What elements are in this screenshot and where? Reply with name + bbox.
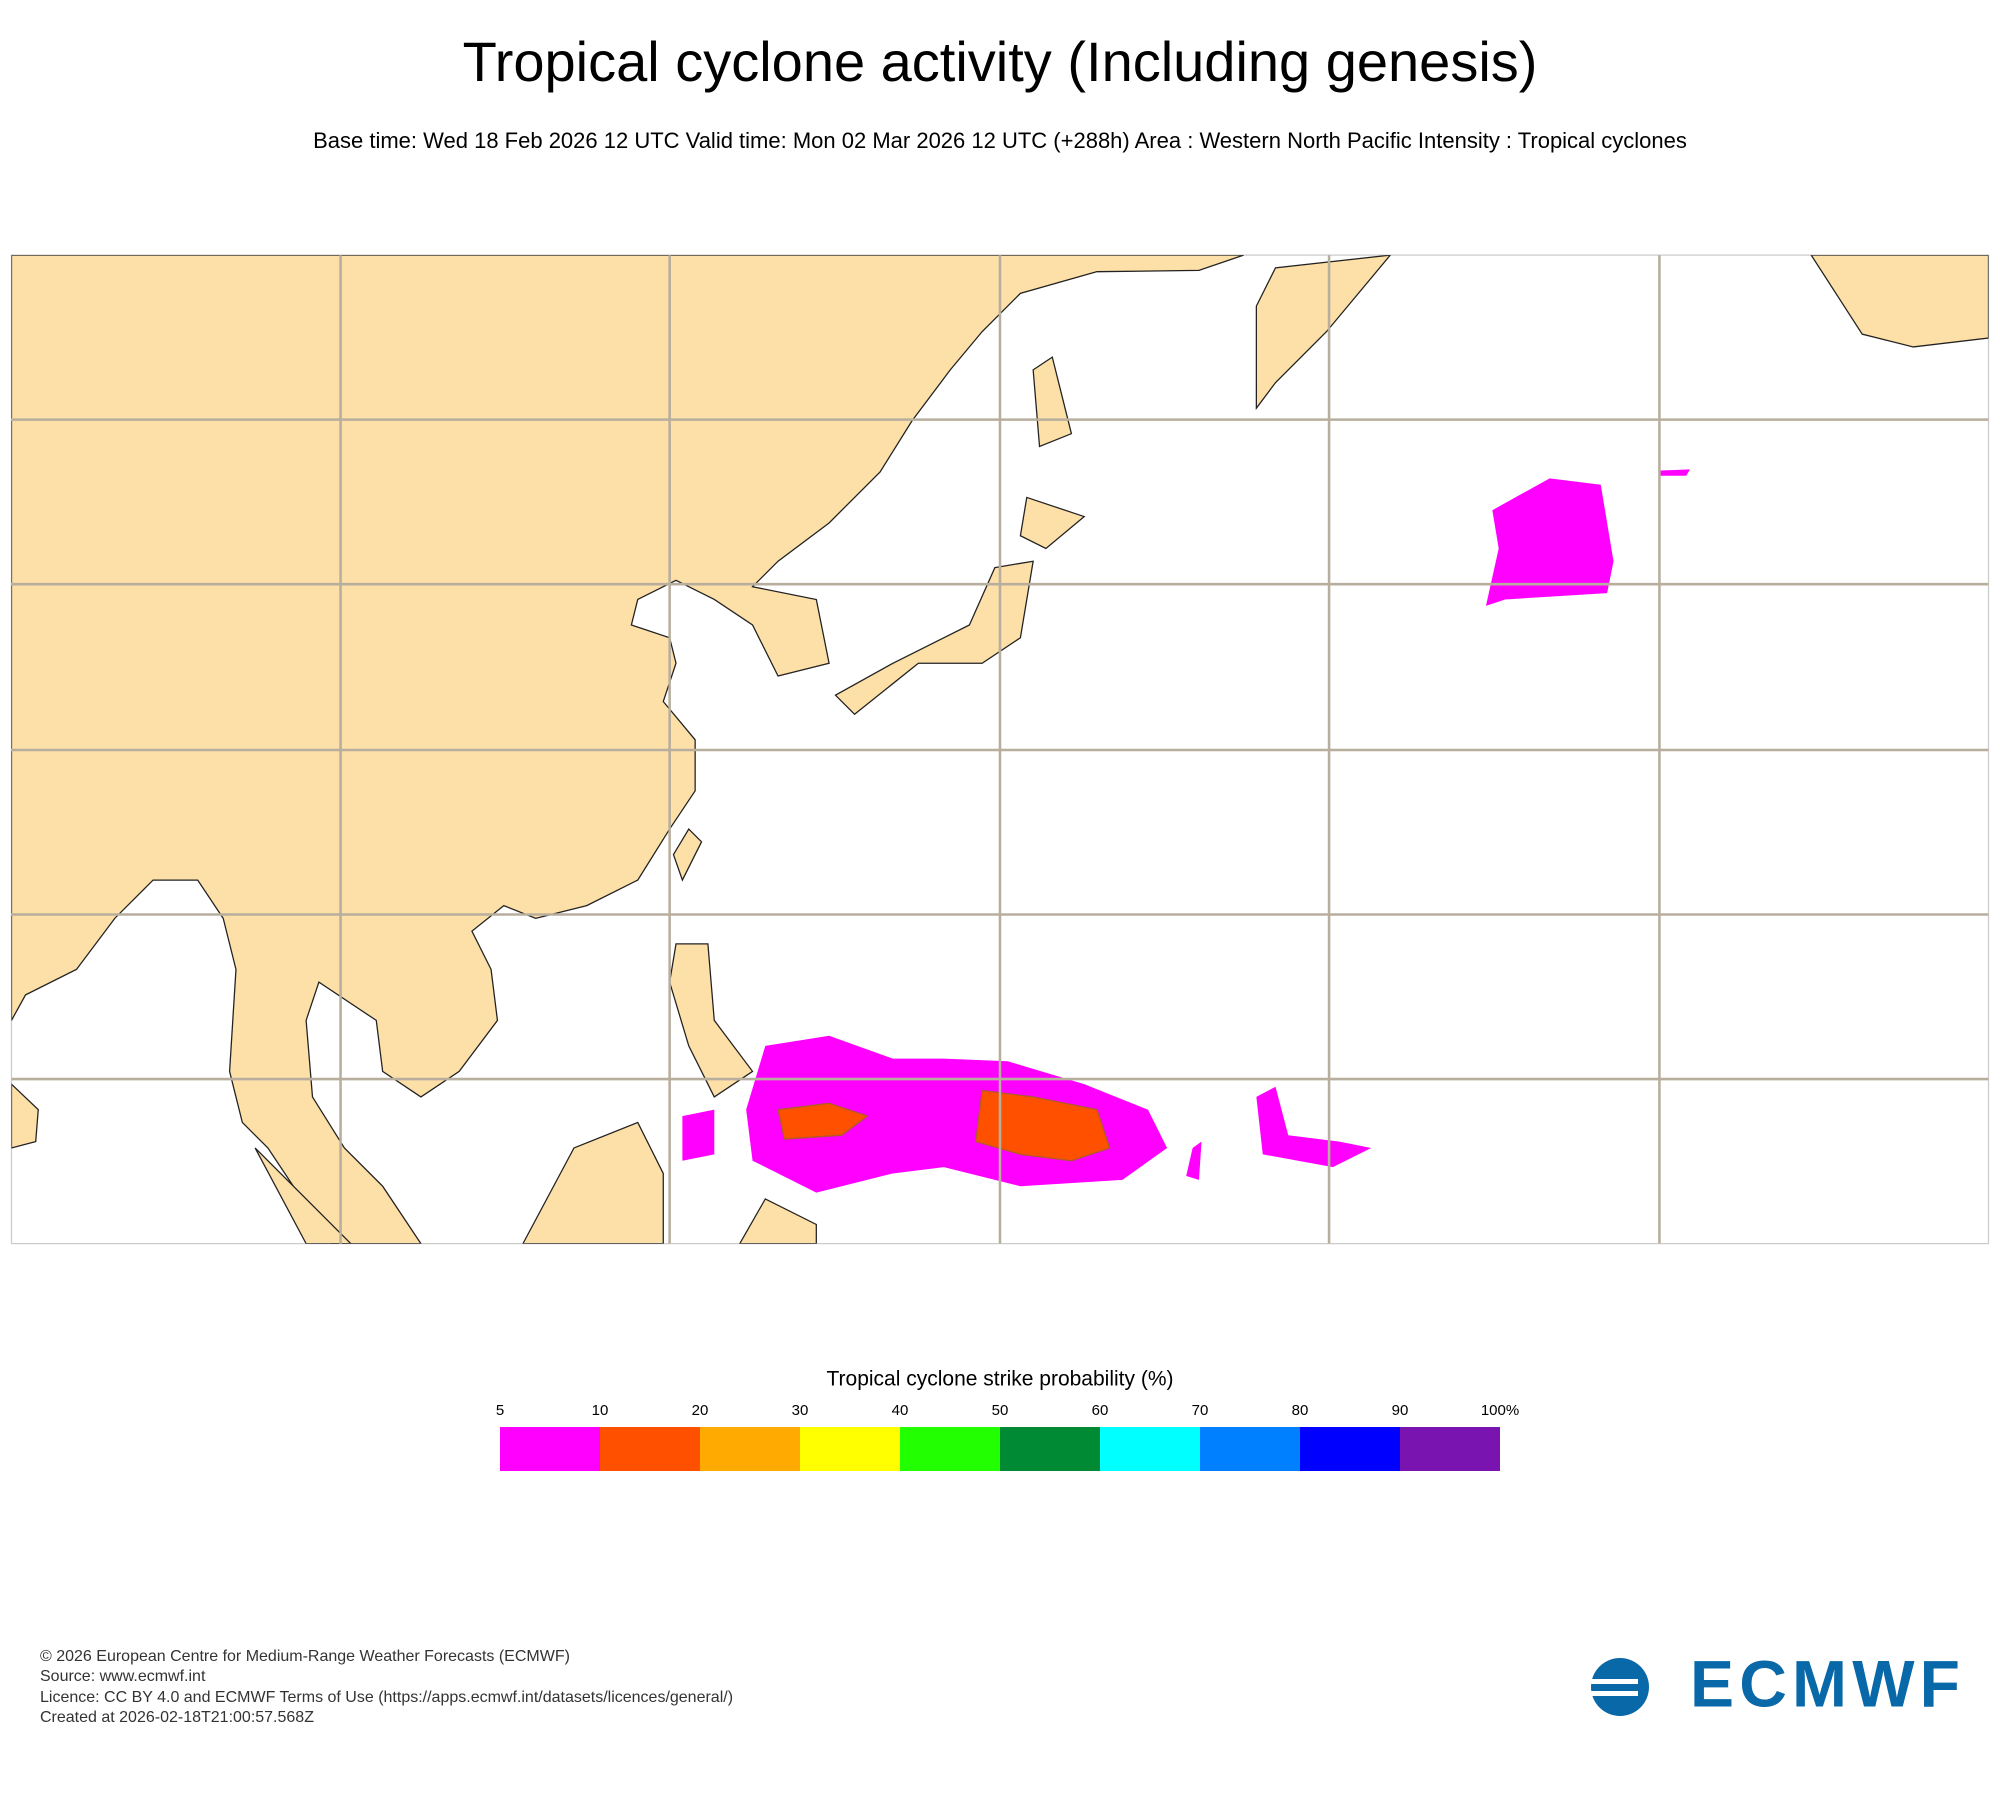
title: Tropical cyclone activity (Including gen… xyxy=(463,30,1538,93)
land xyxy=(1810,255,1989,348)
land xyxy=(1019,496,1086,550)
probability-area xyxy=(1485,478,1614,606)
colorbar-segment xyxy=(700,1427,800,1471)
probability-area xyxy=(1186,1141,1202,1180)
colorbar-segment xyxy=(1000,1427,1100,1471)
footer-line: © 2026 European Centre for Medium-Range … xyxy=(40,1648,570,1665)
logo: ECMWF xyxy=(1588,1646,1960,1720)
colorbar-tick-label: 20 xyxy=(692,1402,709,1419)
land xyxy=(834,560,1034,716)
colorbar-segment xyxy=(600,1427,700,1471)
footer-line: Created at 2026-02-18T21:00:57.568Z xyxy=(40,1709,314,1726)
colorbar-segment xyxy=(1100,1427,1200,1471)
probability-area xyxy=(1658,469,1691,476)
footer: © 2026 European Centre for Medium-Range … xyxy=(40,1648,733,1726)
colorbar-segment xyxy=(900,1427,1000,1471)
map xyxy=(10,254,1990,1245)
colorbar-tick-label: 90 xyxy=(1392,1402,1409,1419)
land xyxy=(668,943,754,1098)
colorbar-tick-label: 10 xyxy=(592,1402,609,1419)
land xyxy=(254,1147,352,1244)
probability-area xyxy=(777,1102,869,1140)
probability-area xyxy=(1256,1086,1372,1168)
colorbar-tick-label: 5 xyxy=(496,1402,504,1419)
footer-line: Licence: CC BY 4.0 and ECMWF Terms of Us… xyxy=(40,1689,733,1706)
colorbar-segment xyxy=(1200,1427,1300,1471)
colorbar-tick-label: 80 xyxy=(1292,1402,1309,1419)
land xyxy=(739,1198,817,1244)
land xyxy=(11,1083,39,1149)
colorbar-tick-label: 40 xyxy=(892,1402,909,1419)
colorbar-segment xyxy=(1300,1427,1400,1471)
land xyxy=(672,828,703,882)
colorbar-tick-label: 50 xyxy=(992,1402,1009,1419)
colorbar-segment xyxy=(500,1427,600,1471)
colorbar-segment xyxy=(800,1427,900,1471)
subtitle: Base time: Wed 18 Feb 2026 12 UTC Valid … xyxy=(313,128,1687,153)
land xyxy=(522,1121,664,1244)
land xyxy=(1255,255,1392,411)
probability-area xyxy=(975,1089,1111,1162)
colorbar-segment xyxy=(1400,1427,1500,1471)
graticule xyxy=(11,255,1989,1244)
footer-line: Source: www.ecmwf.int xyxy=(40,1668,206,1685)
logo-text: ECMWF xyxy=(1690,1646,1960,1720)
colorbar-title: Tropical cyclone strike probability (%) xyxy=(826,1368,1173,1391)
colorbar-tick-label: 60 xyxy=(1092,1402,1109,1419)
colorbar: Tropical cyclone strike probability (%) … xyxy=(496,1368,1519,1471)
probability-area xyxy=(682,1109,715,1161)
colorbar-tick-label: 100% xyxy=(1481,1402,1519,1419)
colorbar-tick-label: 30 xyxy=(792,1402,809,1419)
colorbar-tick-label: 70 xyxy=(1192,1402,1209,1419)
